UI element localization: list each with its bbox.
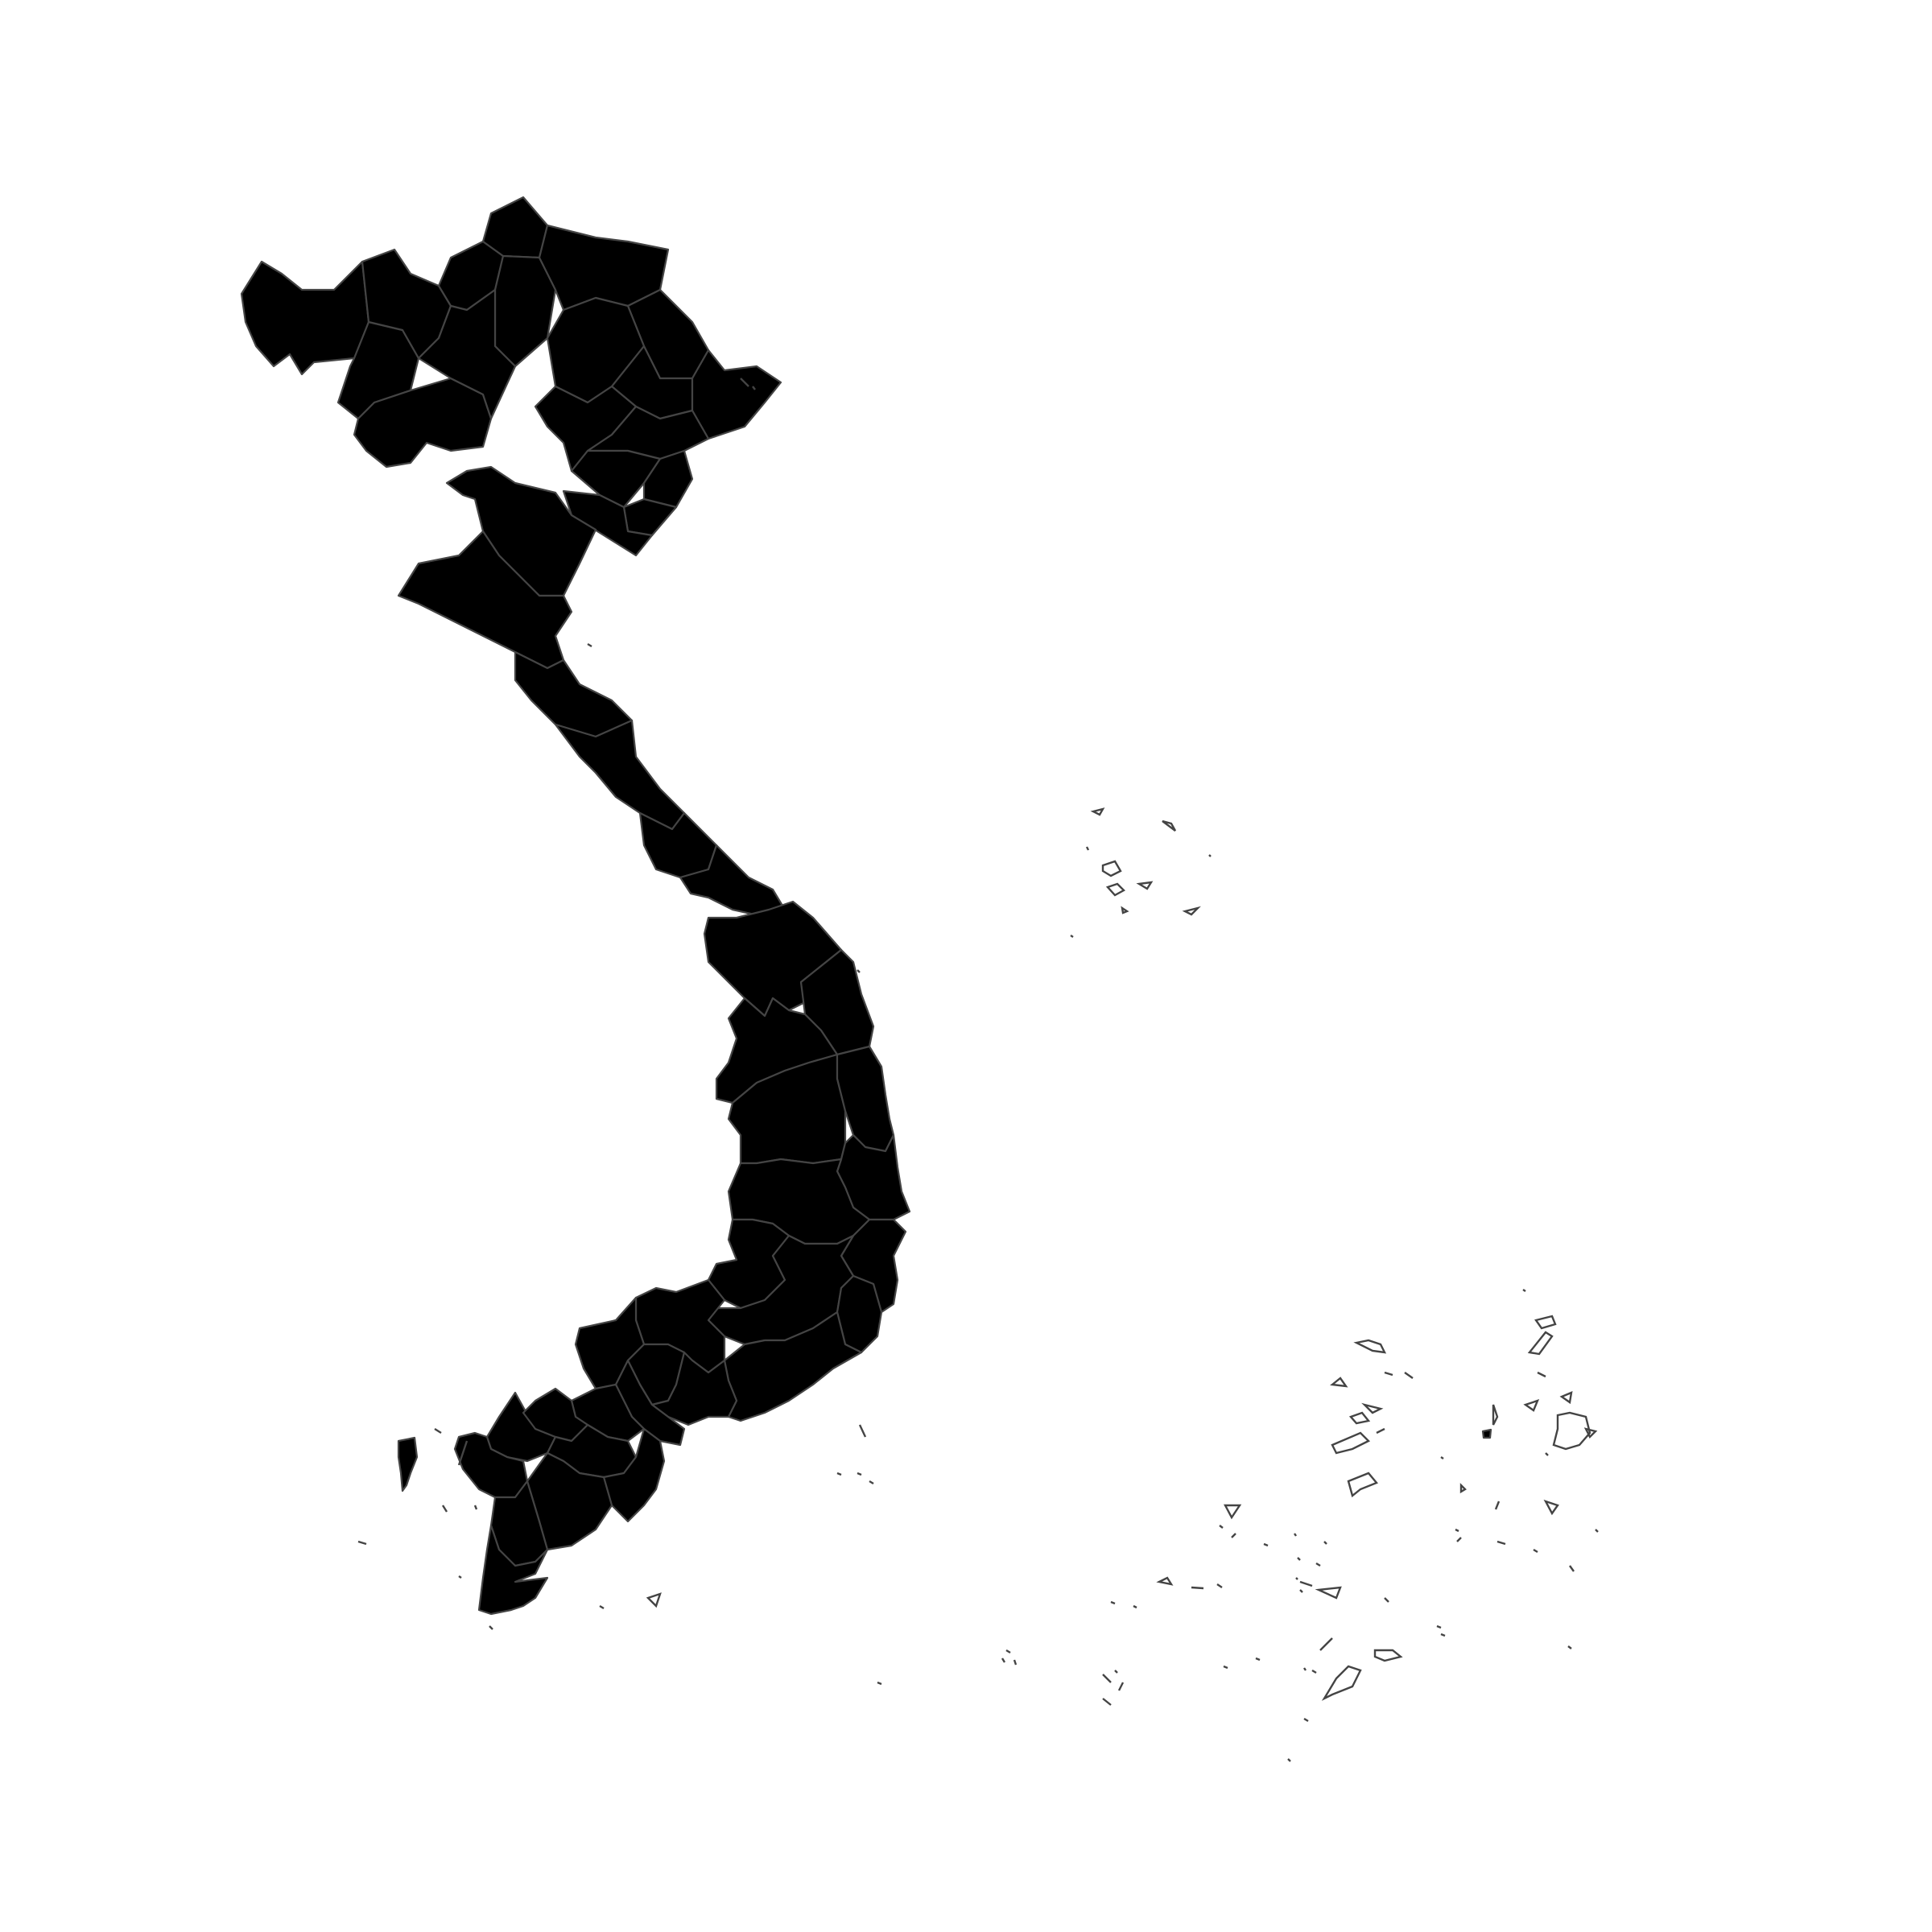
province-ca-mau[interactable] <box>477 1524 549 1616</box>
island-phu-quoc[interactable] <box>397 1436 419 1492</box>
province-nw-3[interactable] <box>353 377 493 469</box>
province-ha-tinh[interactable] <box>514 650 634 738</box>
province-quang-binh[interactable] <box>554 719 686 831</box>
spratly-islands <box>877 1289 1599 1762</box>
province-nghe-an[interactable] <box>397 530 573 670</box>
island-spratly-dot[interactable] <box>1481 1428 1492 1439</box>
province-dong-nai[interactable] <box>650 1351 738 1426</box>
colorbar <box>1842 100 1890 1924</box>
province-thanh-hoa[interactable] <box>445 465 597 597</box>
province-nw-1[interactable] <box>240 260 370 376</box>
province-nw-8[interactable] <box>417 288 517 420</box>
province-quang-tri[interactable] <box>638 811 718 879</box>
paracel-islands <box>1070 807 1212 938</box>
province-ne-11[interactable] <box>562 489 654 557</box>
colorbar-gradient <box>1842 100 1890 1924</box>
coastal-islands <box>357 378 874 1630</box>
province-ne-10[interactable] <box>622 497 678 537</box>
province-nw-6[interactable] <box>481 196 549 259</box>
province-delta-2[interactable] <box>602 1427 666 1523</box>
province-ne-5[interactable] <box>691 349 782 440</box>
